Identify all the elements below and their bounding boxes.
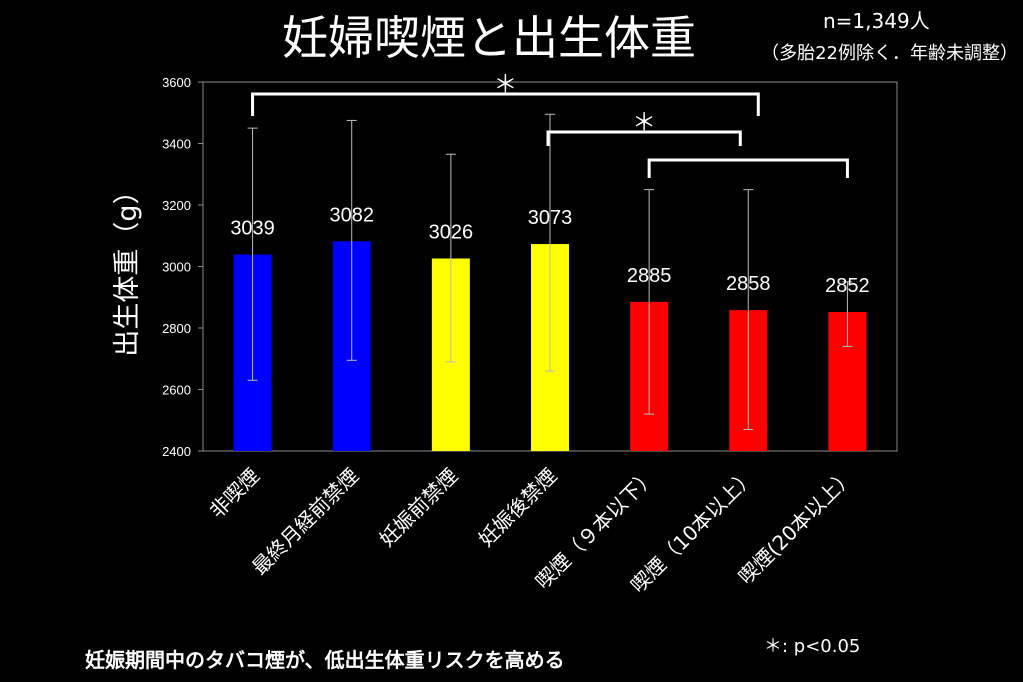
y-tick-label: 3400: [162, 137, 191, 152]
significance-star: ＊: [632, 108, 656, 136]
data-label: 3073: [528, 207, 573, 229]
data-label: 2885: [627, 265, 672, 287]
data-label: 3082: [329, 204, 374, 226]
y-tick-label: 3600: [162, 75, 191, 90]
data-label: 3026: [429, 222, 474, 244]
significance-star: ＊: [493, 70, 517, 98]
significance-bracket: [647, 158, 849, 178]
data-label: 2858: [726, 273, 771, 295]
x-tick-label: 妊娠後禁煙: [474, 464, 562, 552]
sample-size: n=1,349人: [823, 9, 930, 33]
significance-bracket: [546, 130, 742, 146]
x-tick-label: 最終月経前禁煙: [247, 464, 363, 580]
x-tick-label: 非喫煙: [205, 464, 264, 523]
x-tick-label: 妊娠前禁煙: [375, 464, 463, 552]
data-label: 2852: [825, 275, 870, 297]
exclusion-note: （多胎22例除く．年齢未調整）: [761, 43, 1018, 64]
y-tick-label: 2800: [162, 321, 191, 336]
y-axis-label: 出生体重（g）: [112, 177, 143, 356]
y-tick-label: 3000: [162, 260, 191, 275]
significance-note: ＊: p<0.05: [764, 636, 861, 657]
page-title: 妊婦喫煙と出生体重: [282, 11, 696, 65]
y-tick-label: 2400: [162, 444, 191, 459]
footer-caption: 妊娠期間中のタバコ煙が、低出生体重リスクを高める: [85, 648, 565, 672]
significance-bracket: [251, 92, 760, 116]
data-label: 3039: [230, 218, 275, 240]
y-tick-label: 3200: [162, 198, 191, 213]
y-tick-label: 2600: [162, 383, 191, 398]
